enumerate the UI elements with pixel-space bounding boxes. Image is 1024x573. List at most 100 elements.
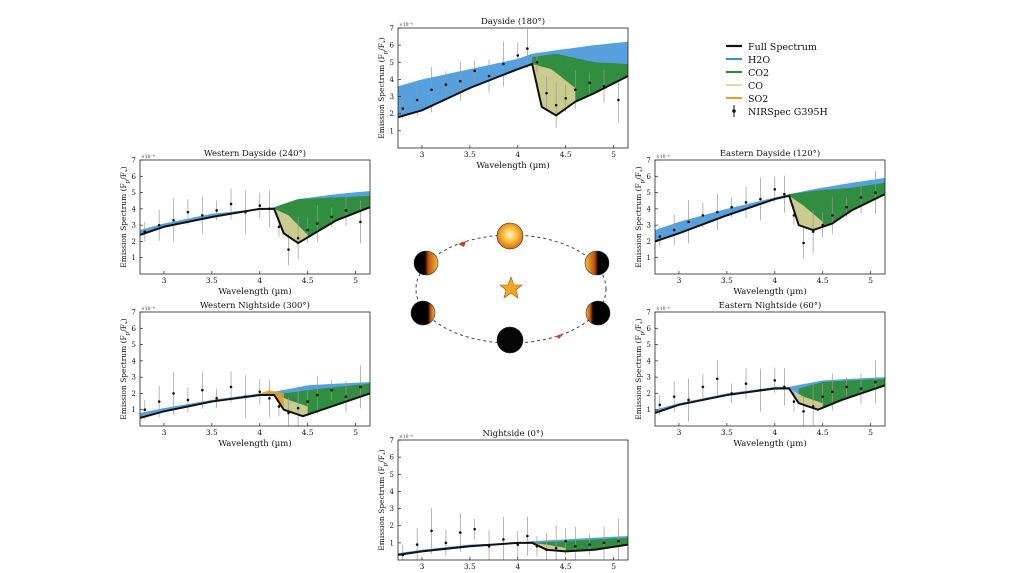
y-exponent-label: ×10⁻⁴	[399, 434, 413, 440]
data-point	[564, 96, 568, 100]
y-tick-label: 2	[647, 390, 651, 398]
y-axis-label-part: )	[377, 37, 386, 40]
data-point	[845, 385, 848, 389]
x-tick-label: 4.5	[817, 428, 829, 437]
y-tick-label: 3	[390, 505, 394, 513]
y-axis-label-subscript: p	[640, 331, 646, 335]
x-tick-label: 4.5	[560, 150, 572, 159]
x-tick-label: 4	[772, 428, 777, 437]
co-band	[789, 388, 823, 410]
x-tick-label: 4	[257, 276, 262, 285]
y-tick-label: 6	[647, 325, 652, 333]
orbit-arrow-icon	[458, 241, 466, 247]
y-tick-label: 7	[132, 309, 136, 317]
data-point	[821, 395, 825, 398]
y-axis-label: Emission Spectrum (Fp/F*)	[634, 318, 646, 419]
co-band	[274, 208, 308, 243]
data-point	[588, 543, 591, 546]
y-axis-label-subscript: *	[383, 452, 389, 455]
y-axis-label: Emission Spectrum (Fp/F*)	[377, 449, 389, 550]
y-axis-label-part: Emission Spectrum (F	[377, 54, 386, 138]
data-point	[564, 539, 568, 543]
y-tick-label: 2	[390, 110, 394, 118]
x-tick-label: 5	[611, 150, 616, 159]
x-tick-label: 3.5	[721, 276, 733, 285]
y-tick-label: 3	[132, 374, 136, 382]
plot-area	[655, 360, 885, 426]
y-tick-label: 2	[647, 238, 651, 246]
data-point	[502, 62, 505, 66]
data-point	[535, 60, 539, 64]
planet-eastern-dayside-icon	[584, 250, 610, 276]
x-axis-label: Wavelength (µm)	[218, 286, 291, 297]
y-tick-label: 1	[132, 254, 136, 262]
plot-area	[140, 188, 370, 266]
y-tick-label: 1	[390, 127, 394, 135]
y-exponent-label: ×10⁻⁴	[141, 306, 155, 312]
legend-label: CO	[748, 81, 763, 92]
x-tick-label: 4	[257, 428, 262, 437]
y-tick-label: 4	[390, 76, 395, 84]
data-point	[315, 222, 319, 225]
y-tick-label: 3	[390, 93, 394, 101]
y-tick-label: 6	[390, 454, 395, 462]
data-point	[258, 390, 262, 394]
x-tick-label: 4.5	[560, 562, 572, 571]
data-point	[215, 209, 218, 212]
x-tick-label: 4.5	[302, 276, 314, 285]
x-tick-label: 4	[515, 150, 520, 159]
spectrum-panel-eastern-nightside: 3 3.5 4 4.5 5 1 2 3 4 5 6 7 ×10⁻⁴ Eastern Nightside (…	[634, 300, 886, 449]
plot-frame	[397, 27, 629, 149]
data-point	[430, 529, 433, 533]
data-point	[554, 103, 558, 107]
panel-title: Eastern Nightside (60°)	[719, 300, 822, 311]
y-axis-label-part: )	[119, 318, 128, 321]
data-point	[526, 47, 529, 50]
plot-frame	[654, 311, 886, 427]
y-tick-label: 4	[647, 357, 652, 365]
x-axis-label: Wavelength (µm)	[218, 438, 291, 449]
data-point	[473, 527, 476, 531]
data-point	[830, 214, 834, 217]
data-point	[296, 406, 300, 410]
data-point	[458, 79, 462, 83]
y-axis-label-part: )	[634, 166, 643, 169]
data-point	[344, 209, 348, 212]
y-exponent-label: ×10⁻⁴	[399, 22, 413, 28]
y-tick-label: 1	[132, 406, 136, 414]
y-tick-label: 3	[132, 222, 136, 230]
panel-title: Western Dayside (240°)	[204, 148, 306, 159]
x-tick-label: 5	[868, 428, 873, 437]
y-axis-label-subscript: *	[383, 40, 389, 43]
data-point	[229, 385, 233, 389]
plot-frame	[654, 159, 886, 275]
x-tick-label: 4	[772, 276, 777, 285]
y-tick-label: 2	[132, 238, 136, 246]
data-point	[287, 248, 290, 251]
x-tick-label: 3.5	[721, 428, 733, 437]
data-point	[344, 395, 348, 398]
data-point	[444, 541, 448, 545]
legend-entry-co: CO	[726, 81, 763, 92]
y-axis-label: Emission Spectrum (Fp/F*)	[119, 318, 131, 419]
y-axis-label-subscript: p	[125, 179, 131, 183]
panel-title: Dayside (180°)	[481, 16, 545, 27]
y-tick-label: 4	[132, 205, 137, 213]
plot-frame	[139, 311, 371, 427]
data-point	[602, 541, 606, 545]
data-point	[258, 204, 262, 207]
y-axis-label-part: /F	[377, 455, 386, 463]
data-point	[874, 191, 877, 194]
data-point	[526, 534, 529, 538]
data-point	[573, 88, 577, 92]
data-point	[759, 197, 762, 201]
data-point	[157, 223, 161, 227]
x-tick-label: 3.5	[206, 276, 218, 285]
y-tick-label: 5	[390, 59, 394, 67]
y-axis-label-part: /F	[634, 172, 643, 180]
data-point	[617, 98, 620, 102]
y-tick-label: 5	[132, 341, 136, 349]
orbit-diagram	[410, 222, 611, 354]
full-spectrum-line	[398, 541, 628, 556]
